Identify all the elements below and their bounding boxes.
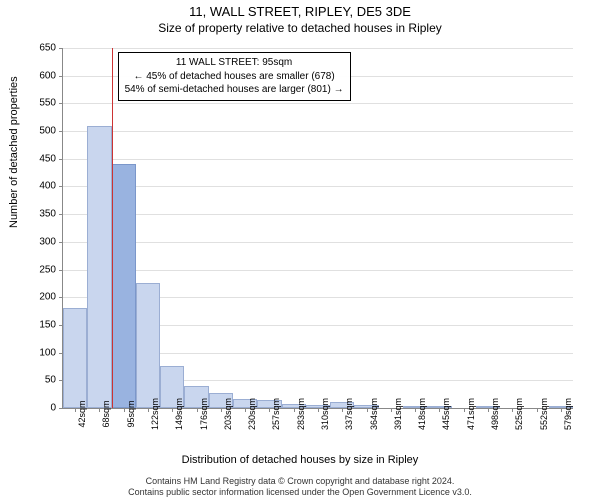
ytick-label: 400	[16, 181, 56, 192]
gridline	[63, 48, 573, 49]
ytick-label: 650	[16, 43, 56, 54]
xtick-label: 257sqm	[271, 398, 281, 430]
x-axis-label: Distribution of detached houses by size …	[0, 454, 600, 466]
xtick-label: 122sqm	[150, 398, 160, 430]
chart-subtitle: Size of property relative to detached ho…	[0, 19, 600, 39]
xtick-label: 337sqm	[344, 398, 354, 430]
chart-title: 11, WALL STREET, RIPLEY, DE5 3DE	[0, 0, 600, 19]
gridline	[63, 103, 573, 104]
reference-line	[112, 48, 113, 408]
gridline	[63, 186, 573, 187]
ytick-label: 0	[16, 403, 56, 414]
xtick-label: 310sqm	[320, 398, 330, 430]
annotation-line3: 54% of semi-detached houses are larger (…	[125, 83, 344, 97]
ytick-label: 550	[16, 98, 56, 109]
xtick-label: 418sqm	[417, 398, 427, 430]
xtick-label: 68sqm	[101, 400, 111, 427]
annotation-line2: ← 45% of detached houses are smaller (67…	[125, 70, 344, 84]
xtick-label: 391sqm	[393, 398, 403, 430]
gridline	[63, 159, 573, 160]
xtick-label: 364sqm	[369, 398, 379, 430]
bar	[63, 308, 87, 408]
xtick-label: 552sqm	[539, 398, 549, 430]
plot-area: 11 WALL STREET: 95sqm← 45% of detached h…	[62, 48, 573, 409]
xtick-label: 203sqm	[223, 398, 233, 430]
annotation-box: 11 WALL STREET: 95sqm← 45% of detached h…	[118, 52, 351, 101]
ytick-label: 500	[16, 126, 56, 137]
gridline	[63, 270, 573, 271]
footer-line2: Contains public sector information licen…	[0, 487, 600, 498]
xtick-label: 95sqm	[126, 400, 136, 427]
gridline	[63, 242, 573, 243]
annotation-line1: 11 WALL STREET: 95sqm	[125, 56, 344, 70]
xtick-label: 471sqm	[466, 398, 476, 430]
ytick-label: 100	[16, 347, 56, 358]
ytick-label: 200	[16, 292, 56, 303]
chart-container: 11, WALL STREET, RIPLEY, DE5 3DE Size of…	[0, 0, 600, 500]
ytick-label: 300	[16, 236, 56, 247]
xtick-label: 230sqm	[247, 398, 257, 430]
xtick-label: 579sqm	[563, 398, 573, 430]
xtick-label: 525sqm	[514, 398, 524, 430]
bar	[136, 283, 160, 408]
ytick-label: 350	[16, 209, 56, 220]
footer: Contains HM Land Registry data © Crown c…	[0, 476, 600, 498]
xtick-label: 42sqm	[77, 400, 87, 427]
xtick-label: 283sqm	[296, 398, 306, 430]
xtick-label: 445sqm	[441, 398, 451, 430]
ytick-label: 600	[16, 70, 56, 81]
ytick-label: 450	[16, 153, 56, 164]
bar	[87, 126, 111, 408]
footer-line1: Contains HM Land Registry data © Crown c…	[0, 476, 600, 487]
gridline	[63, 131, 573, 132]
ytick-label: 50	[16, 375, 56, 386]
xtick-label: 176sqm	[199, 398, 209, 430]
xtick-label: 149sqm	[174, 398, 184, 430]
gridline	[63, 214, 573, 215]
xtick-label: 498sqm	[490, 398, 500, 430]
ytick-label: 250	[16, 264, 56, 275]
ytick-label: 150	[16, 319, 56, 330]
bar	[112, 164, 136, 408]
